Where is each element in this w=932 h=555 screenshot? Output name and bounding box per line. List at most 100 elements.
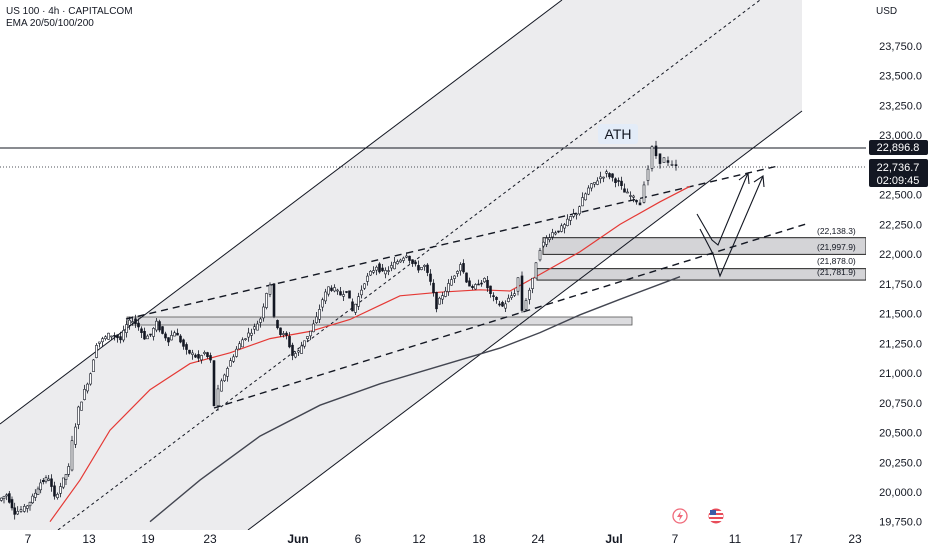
candle-up bbox=[92, 359, 95, 372]
candle-down bbox=[492, 295, 495, 297]
wedge-lower-line[interactable] bbox=[213, 223, 807, 409]
candle-up bbox=[456, 271, 459, 274]
dividend-icon[interactable] bbox=[672, 508, 688, 524]
symbol-title[interactable]: US 100 · 4h · CAPITALCOM bbox=[6, 6, 133, 17]
price-tick-label: 21,500.0 bbox=[879, 309, 922, 321]
last-price-text: 22,736.7 bbox=[877, 162, 920, 174]
price-tick-label: 20,500.0 bbox=[879, 428, 922, 440]
channel-lower-line[interactable] bbox=[247, 110, 803, 531]
candle-up bbox=[538, 250, 542, 261]
candle-up bbox=[342, 294, 345, 297]
candle-up bbox=[444, 290, 447, 297]
candle-up bbox=[542, 241, 545, 247]
candle-up bbox=[0, 497, 3, 501]
time-tick-label: 18 bbox=[472, 532, 486, 546]
time-axis-bg[interactable] bbox=[0, 530, 932, 550]
candle-up bbox=[200, 355, 203, 361]
candle-down bbox=[10, 499, 14, 509]
price-axis-bg[interactable] bbox=[866, 0, 932, 530]
ema-slow-line bbox=[149, 276, 681, 523]
candle-up bbox=[265, 293, 268, 308]
candle-up bbox=[77, 406, 80, 425]
candle-up bbox=[70, 440, 74, 471]
candle-up bbox=[375, 266, 378, 271]
candle-up bbox=[146, 335, 149, 340]
time-tick-label: 11 bbox=[729, 532, 742, 546]
projection-path-b[interactable] bbox=[699, 175, 764, 278]
candle-up bbox=[226, 368, 229, 377]
candle-up bbox=[259, 318, 262, 323]
time-tick-label: 17 bbox=[789, 532, 803, 546]
candle-up bbox=[336, 289, 339, 292]
candle-up bbox=[569, 216, 572, 221]
candle-up bbox=[19, 509, 23, 512]
candle-up bbox=[405, 255, 408, 258]
candle-down bbox=[674, 164, 678, 166]
time-axis[interactable]: 7 13 19 23 Jun 6 12 18 24 Jul 7 11 17 23 bbox=[25, 532, 862, 546]
candle-up bbox=[447, 283, 450, 292]
candle-down bbox=[666, 160, 670, 163]
candle-up bbox=[86, 383, 89, 392]
candle-up bbox=[235, 348, 238, 357]
zone1-bottom-label: (21,997.9) bbox=[817, 242, 856, 252]
candle-down bbox=[113, 334, 116, 337]
time-tick-label: 7 bbox=[25, 532, 32, 546]
zone1-top-label: (22,138.3) bbox=[817, 226, 856, 236]
time-tick-label: 7 bbox=[672, 532, 679, 546]
candle-up bbox=[545, 237, 548, 245]
candle-up bbox=[122, 330, 125, 341]
candle-up bbox=[459, 264, 462, 272]
candle-up bbox=[2, 496, 6, 499]
time-tick-label: Jul bbox=[605, 532, 622, 546]
candle-down bbox=[489, 285, 492, 294]
candle-up bbox=[363, 283, 366, 289]
candle-down bbox=[197, 354, 200, 359]
projection-path-a[interactable] bbox=[696, 172, 749, 246]
candle-up bbox=[170, 335, 173, 341]
candle-down bbox=[182, 339, 185, 347]
candle-up bbox=[531, 277, 534, 290]
candle-up bbox=[474, 284, 477, 290]
candle-down bbox=[480, 282, 483, 285]
candle-up bbox=[125, 324, 128, 333]
candle-down bbox=[167, 337, 170, 343]
candle-up bbox=[578, 206, 581, 215]
candle-down bbox=[276, 320, 279, 329]
candle-down bbox=[42, 480, 45, 483]
channel-mid-line[interactable] bbox=[57, 0, 761, 531]
candle-down bbox=[486, 279, 489, 289]
candle-up bbox=[309, 330, 312, 337]
candle-down bbox=[176, 332, 179, 336]
candle-up bbox=[104, 336, 107, 340]
old-resistance-zone[interactable] bbox=[126, 316, 633, 326]
us-flag-icon[interactable] bbox=[708, 508, 724, 524]
candle-up bbox=[587, 187, 590, 195]
currency-label[interactable]: USD bbox=[876, 6, 898, 17]
channel-upper-line[interactable] bbox=[0, 0, 563, 425]
candle-down bbox=[330, 287, 333, 291]
trend-channel-band bbox=[0, 0, 802, 530]
price-tick-label: 20,000.0 bbox=[879, 487, 922, 499]
candle-up bbox=[241, 339, 244, 348]
time-tick-label: Jun bbox=[287, 532, 308, 546]
candle-up bbox=[247, 332, 250, 338]
candle-down bbox=[381, 267, 384, 272]
candle-up bbox=[34, 492, 37, 498]
candle-up bbox=[584, 193, 587, 201]
indicator-title[interactable]: EMA 20/50/100/200 bbox=[6, 18, 94, 29]
price-tick-label: 20,250.0 bbox=[879, 457, 922, 469]
candle-down bbox=[477, 283, 480, 286]
candle-down bbox=[654, 145, 658, 157]
candle-up bbox=[152, 328, 155, 337]
candle-down bbox=[194, 354, 197, 358]
candle-up bbox=[300, 345, 303, 354]
candle-down bbox=[426, 264, 429, 273]
candle-down bbox=[378, 263, 381, 273]
candle-down bbox=[417, 265, 420, 271]
candle-up bbox=[581, 197, 584, 207]
candle-up bbox=[268, 284, 272, 295]
candle-up bbox=[5, 494, 8, 497]
wedge-upper-line[interactable] bbox=[125, 165, 779, 320]
